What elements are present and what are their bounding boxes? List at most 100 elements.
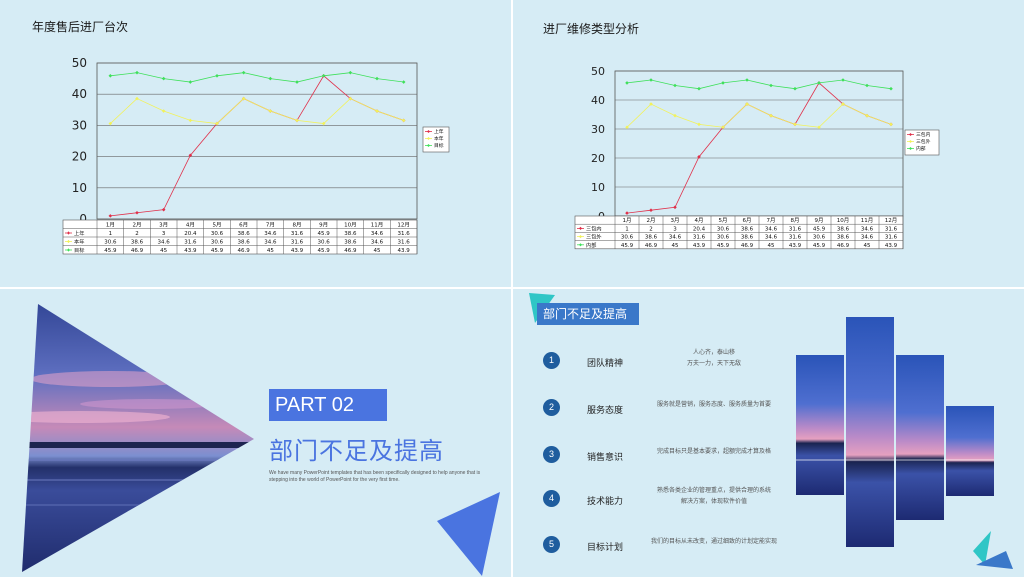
table-series-name: 目标 <box>74 246 84 254</box>
data-point <box>793 86 797 91</box>
data-point <box>321 73 326 78</box>
data-point <box>375 109 379 113</box>
table-cell-value: 46.9 <box>645 243 658 249</box>
x-tick-label: 7月 <box>266 222 275 229</box>
x-tick-label: 9月 <box>319 222 328 229</box>
table-cell-value: 31.6 <box>789 235 802 241</box>
table-cell-value: 45 <box>864 243 871 249</box>
table-cell-value: 1 <box>625 226 629 232</box>
item-number-badge: 3 <box>543 446 560 463</box>
y-tick-label: 20 <box>591 152 605 165</box>
data-point <box>268 76 273 81</box>
table-cell-value: 31.6 <box>693 235 706 241</box>
data-point <box>889 122 893 127</box>
x-tick-label: 1月 <box>623 217 632 224</box>
item-description: 人心齐，泰山移 万夫一力，天下无敌 <box>686 349 741 367</box>
data-point <box>321 121 326 126</box>
data-point <box>745 78 749 82</box>
data-point <box>241 96 246 101</box>
x-tick-label: 4月 <box>695 217 704 224</box>
table-cell-value: 31.6 <box>291 240 304 246</box>
decor-triangle <box>437 492 500 576</box>
item-label: 技术能力 <box>586 497 623 507</box>
slide-section-cover[interactable]: PART 02 部门不足及提高 We have many PowerPoint … <box>0 289 511 577</box>
legend-label: 上年 <box>434 128 444 135</box>
series-line-目标 <box>110 72 404 83</box>
x-tick-label: 2月 <box>133 222 142 229</box>
series-line-本年 <box>110 98 404 124</box>
data-point <box>108 73 113 78</box>
slide-title: 年度售后进厂台次 <box>32 20 129 34</box>
legend-label: 三包外 <box>916 138 931 145</box>
table-cell-value: 34.6 <box>371 231 384 237</box>
slide-repair-type-chart[interactable]: 进厂维修类型分析 010203040501月2月3月4月5月6月7月8月9月10… <box>513 0 1024 287</box>
slide-annual-service-chart[interactable]: 年度售后进厂台次 0 10 20 30 40 50 1月 2月 3月 4月 5月 6月 7月 8月 9月 10… <box>0 0 511 287</box>
table-legend-marker <box>67 231 70 235</box>
table-cell-value: 43.9 <box>885 243 898 249</box>
y-tick-label: 0 <box>79 212 87 226</box>
table-cell-value: 46.9 <box>131 248 144 254</box>
table-series-name: 内部 <box>586 241 596 249</box>
item-number-badge: 5 <box>543 536 560 553</box>
data-point <box>348 70 353 75</box>
legend-marker <box>427 137 430 140</box>
table-cell-value: 46.9 <box>238 248 251 254</box>
data-point <box>161 207 166 212</box>
table-cell-value: 31.6 <box>184 240 197 246</box>
table-cell-value: 20.4 <box>184 231 197 237</box>
slide-improvement-list[interactable]: 部门不足及提高 1 团队精神 人心齐，泰山移 万夫一力，天下无敌 2 服务态度 服务就是营… <box>513 289 1024 577</box>
data-point <box>649 208 653 212</box>
data-point <box>793 122 797 127</box>
data-point <box>841 78 845 82</box>
table-cell-value: 38.6 <box>344 240 357 246</box>
table-cell-value: 46.9 <box>837 243 850 249</box>
data-point <box>135 210 139 215</box>
table-legend-marker <box>579 243 582 247</box>
table-cell-value: 45.9 <box>621 243 634 249</box>
x-tick-label: 7月 <box>767 217 776 224</box>
legend-marker <box>909 133 912 136</box>
table-cell-value: 43.9 <box>291 248 304 254</box>
y-tick-label: 30 <box>591 123 605 136</box>
line-chart-repair: 010203040501月2月3月4月5月6月7月8月9月10月11月12月三包… <box>574 65 940 250</box>
table-cell-value: 31.6 <box>789 226 802 232</box>
table-cell-value: 30.6 <box>104 240 117 246</box>
x-tick-label: 8月 <box>293 222 302 229</box>
table-cell-value: 38.6 <box>344 231 357 237</box>
series-line-内部 <box>626 79 892 90</box>
data-point <box>721 81 725 85</box>
x-tick-label: 6月 <box>743 217 752 224</box>
plot-area <box>614 70 904 217</box>
table-legend-marker <box>67 239 70 244</box>
item-label: 服务态度 <box>586 406 623 416</box>
y-tick-label: 50 <box>591 65 605 78</box>
x-tick-label: 12月 <box>397 222 410 229</box>
data-point <box>673 113 677 118</box>
table-cell-value: 31.6 <box>398 231 411 237</box>
data-point <box>135 96 139 101</box>
data-point <box>401 118 406 123</box>
data-point <box>161 76 166 81</box>
data-point <box>625 211 629 215</box>
part-label: PART 02 <box>269 389 387 421</box>
table-cell-value: 38.6 <box>238 240 251 246</box>
table-cell-value: 38.6 <box>837 235 850 241</box>
x-tick-label: 10月 <box>344 222 357 229</box>
data-point <box>769 113 773 118</box>
item-number-badge: 1 <box>543 352 560 369</box>
item-description: 完成目标只是基本要求，超额完成才算及格 <box>656 448 771 455</box>
table-cell-value: 30.6 <box>621 235 634 241</box>
table-cell-value: 31.6 <box>291 231 304 237</box>
data-point <box>401 80 406 84</box>
table-cell-value: 34.6 <box>669 235 682 241</box>
data-point <box>348 96 353 101</box>
table-series-name: 三包外 <box>586 233 602 241</box>
data-point <box>375 76 379 81</box>
y-tick-label: 20 <box>72 150 87 164</box>
table-cell-value: 45.9 <box>717 243 730 249</box>
data-point <box>697 122 701 127</box>
table-cell-value: 1 <box>109 231 113 237</box>
table-cell-value: 34.6 <box>264 231 277 237</box>
x-tick-label: 3月 <box>159 222 168 229</box>
table-cell-value: 45.9 <box>211 248 224 254</box>
